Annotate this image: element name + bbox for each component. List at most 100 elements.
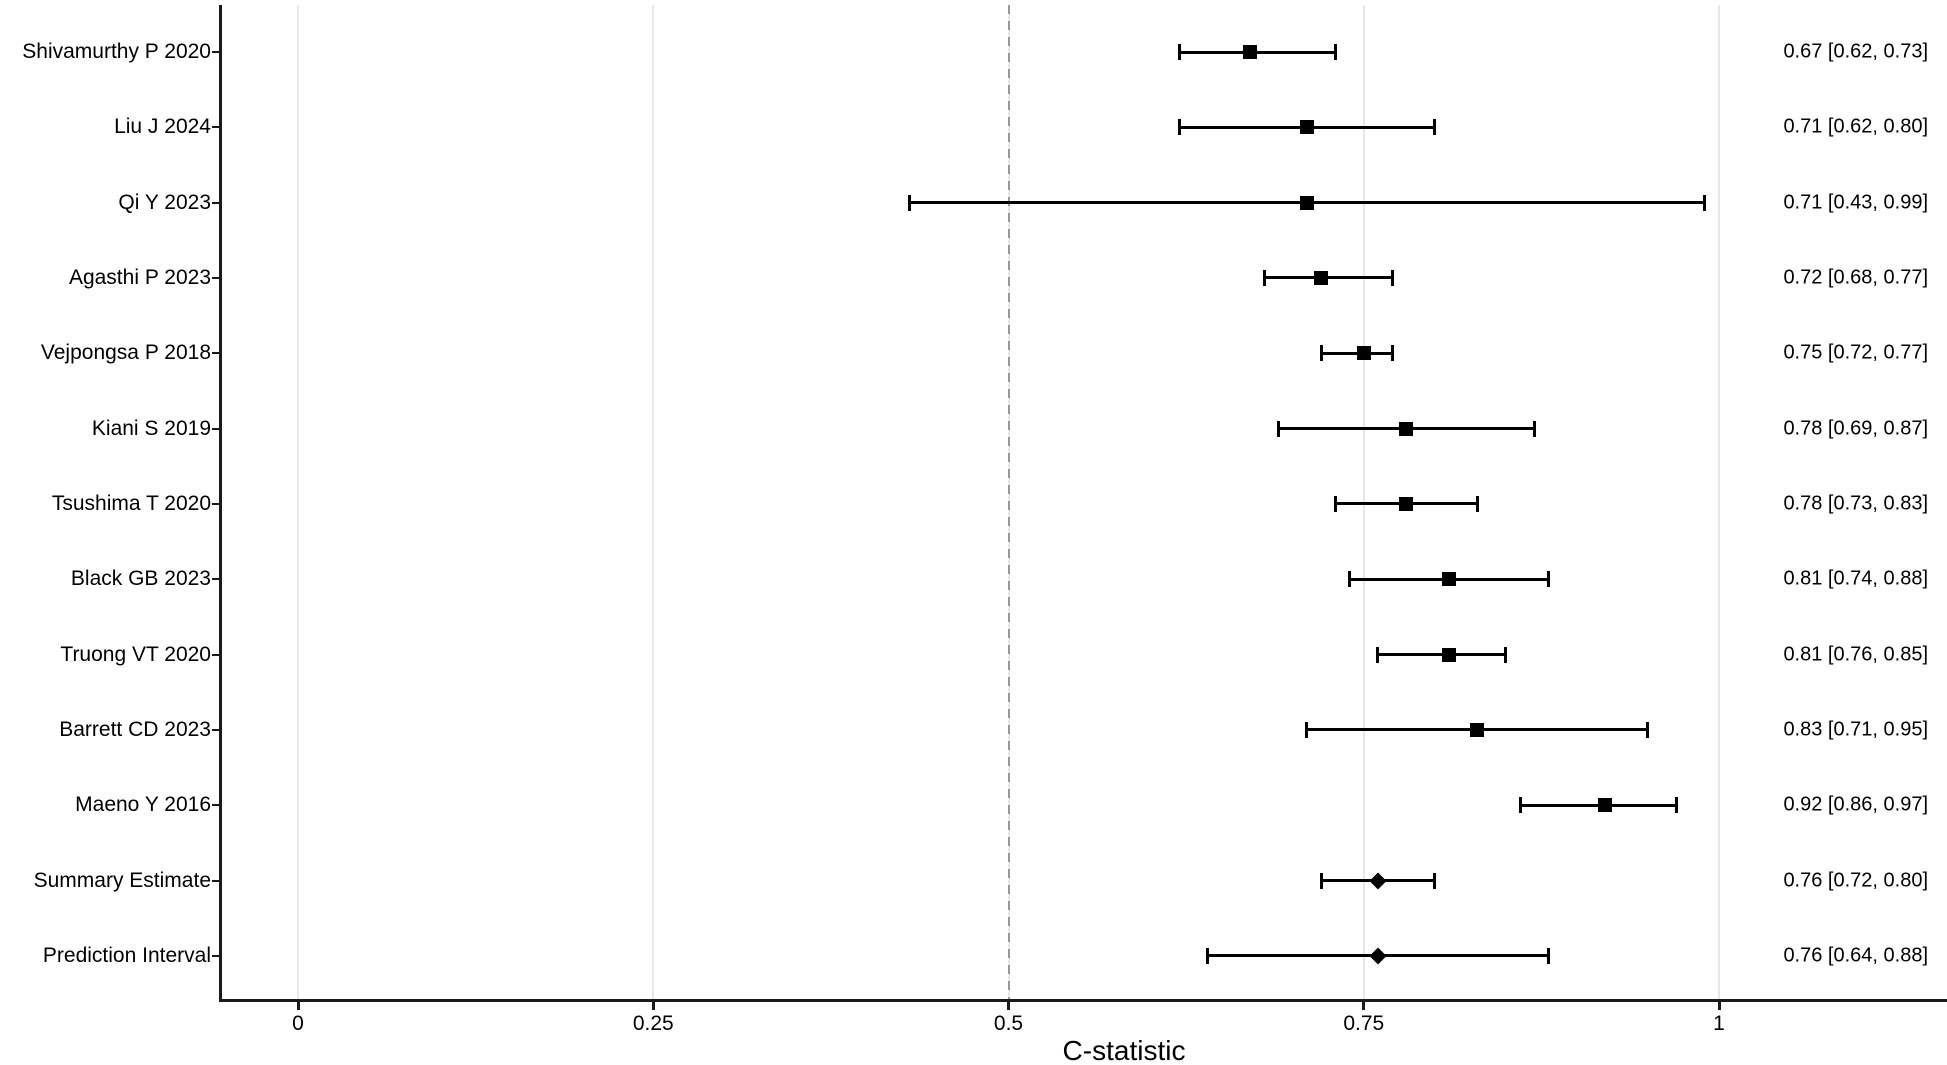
major-gridline — [297, 5, 299, 1000]
ci-lower-cap — [1262, 269, 1266, 286]
x-axis-tick-label: 0.25 — [632, 1012, 674, 1035]
estimate-value-label: 0.71 [0.62, 0.80] — [1783, 115, 1928, 138]
ci-upper-cap — [1532, 420, 1536, 437]
x-axis-title: C-statistic — [1062, 1035, 1186, 1065]
ci-upper-cap — [1433, 872, 1437, 889]
study-label: Kiani S 2019 — [91, 416, 211, 440]
estimate-value-label: 0.83 [0.71, 0.95] — [1783, 718, 1928, 741]
estimate-value-label: 0.76 [0.72, 0.80] — [1783, 869, 1928, 892]
estimate-value-label: 0.92 [0.86, 0.97] — [1783, 793, 1928, 816]
ci-upper-cap — [1433, 119, 1437, 136]
ci-lower-cap — [1205, 947, 1209, 964]
point-estimate-marker-square — [1470, 722, 1485, 737]
estimate-value-label: 0.72 [0.68, 0.77] — [1783, 266, 1928, 289]
x-axis-tick — [651, 1002, 655, 1010]
study-label: Qi Y 2023 — [118, 190, 211, 214]
point-estimate-marker-square — [1598, 798, 1613, 813]
y-axis-line — [219, 5, 222, 1002]
y-axis-tick — [212, 653, 220, 656]
ci-upper-cap — [1504, 646, 1508, 663]
ci-lower-cap — [1319, 345, 1323, 362]
y-axis-tick — [212, 126, 220, 129]
x-axis-line — [219, 999, 1947, 1002]
x-axis-tick-label: 1 — [1713, 1012, 1725, 1035]
y-axis-tick — [212, 276, 220, 279]
estimate-value-label: 0.81 [0.74, 0.88] — [1783, 567, 1928, 590]
confidence-interval-bar — [1377, 653, 1506, 657]
confidence-interval-bar — [1520, 803, 1677, 807]
ci-lower-cap — [1319, 872, 1323, 889]
estimate-value-label: 0.78 [0.69, 0.87] — [1783, 417, 1928, 440]
point-estimate-marker-square — [1243, 45, 1258, 59]
x-axis-tick — [1007, 1002, 1010, 1010]
point-estimate-marker-square — [1442, 647, 1456, 662]
ci-lower-cap — [1348, 571, 1352, 588]
y-axis-tick — [212, 954, 220, 957]
x-axis-tick-label: 0 — [292, 1012, 304, 1035]
study-label: Shivamurthy P 2020 — [22, 40, 211, 63]
study-label: Barrett CD 2023 — [59, 717, 211, 741]
ci-lower-cap — [1177, 44, 1181, 60]
ci-lower-cap — [1333, 495, 1337, 512]
ci-lower-cap — [907, 194, 911, 211]
study-label: Tsushima T 2020 — [51, 491, 211, 515]
point-estimate-marker-square — [1314, 270, 1329, 285]
confidence-interval-bar — [1264, 276, 1393, 280]
confidence-interval-bar — [1179, 50, 1336, 54]
reference-line-dashed — [1007, 5, 1010, 1000]
y-axis-tick — [212, 578, 220, 581]
ci-upper-cap — [1674, 797, 1678, 814]
y-axis-tick — [212, 502, 220, 505]
study-label: Liu J 2024 — [114, 115, 211, 139]
study-label: Maeno Y 2016 — [75, 793, 211, 817]
ci-upper-cap — [1546, 947, 1550, 964]
study-label: Black GB 2023 — [70, 567, 211, 591]
ci-upper-cap — [1646, 721, 1650, 738]
y-axis-tick — [212, 352, 220, 355]
point-estimate-marker-square — [1356, 346, 1371, 361]
y-axis-tick — [212, 879, 220, 882]
ci-lower-cap — [1518, 797, 1522, 814]
point-estimate-marker-square — [1442, 572, 1456, 587]
estimate-value-label: 0.75 [0.72, 0.77] — [1783, 341, 1928, 364]
estimate-value-label: 0.81 [0.76, 0.85] — [1783, 643, 1928, 666]
ci-upper-cap — [1333, 44, 1337, 60]
estimate-value-label: 0.67 [0.62, 0.73] — [1783, 40, 1928, 63]
study-label: Agasthi P 2023 — [68, 265, 211, 289]
ci-lower-cap — [1276, 420, 1280, 437]
ci-upper-cap — [1390, 345, 1394, 362]
study-label: Summary Estimate — [33, 868, 211, 892]
study-label: Vejpongsa P 2018 — [40, 341, 211, 365]
estimate-value-label: 0.71 [0.43, 0.99] — [1783, 191, 1928, 214]
ci-lower-cap — [1177, 119, 1181, 136]
ci-lower-cap — [1376, 646, 1380, 663]
ci-upper-cap — [1475, 495, 1479, 512]
major-gridline — [1718, 5, 1720, 1000]
ci-upper-cap — [1390, 269, 1394, 286]
ci-upper-cap — [1546, 571, 1550, 588]
ci-upper-cap — [1703, 194, 1707, 211]
estimate-value-label: 0.76 [0.64, 0.88] — [1783, 944, 1928, 967]
point-estimate-marker-square — [1299, 195, 1314, 210]
x-axis-tick-label: 0.75 — [1343, 1012, 1385, 1035]
x-axis-tick — [296, 1002, 300, 1010]
x-axis-tick — [1717, 1002, 1721, 1010]
confidence-interval-bar — [1321, 351, 1393, 355]
y-axis-tick — [212, 728, 220, 731]
major-gridline — [652, 5, 655, 1000]
point-estimate-marker-square — [1399, 421, 1414, 436]
point-estimate-marker-square — [1299, 120, 1314, 135]
point-estimate-marker-square — [1399, 496, 1414, 511]
y-axis-tick — [212, 201, 220, 204]
y-axis-tick — [212, 51, 220, 53]
study-label: Prediction Interval — [42, 943, 211, 967]
x-axis-tick — [1362, 1002, 1366, 1010]
estimate-value-label: 0.78 [0.73, 0.83] — [1783, 492, 1928, 515]
point-estimate-marker-diamond — [1369, 947, 1387, 965]
study-label: Truong VT 2020 — [60, 642, 211, 666]
x-axis-tick-label: 0.5 — [993, 1012, 1024, 1035]
y-axis-tick — [212, 427, 220, 430]
y-axis-tick — [212, 804, 220, 807]
point-estimate-marker-diamond — [1369, 872, 1387, 890]
